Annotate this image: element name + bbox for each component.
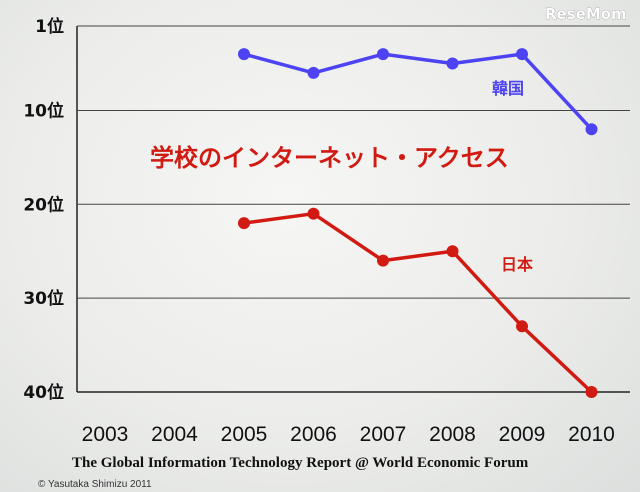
x-tick-label: 2005 — [221, 423, 268, 446]
data-point — [585, 386, 598, 398]
series-line — [243, 52, 593, 131]
data-point — [238, 217, 250, 230]
x-tick-label: 2009 — [499, 423, 546, 446]
series-label: 韓国 — [492, 79, 524, 98]
data-point — [516, 320, 528, 333]
x-tick-label: 2010 — [568, 423, 615, 446]
data-point — [377, 48, 389, 61]
data-point — [307, 66, 320, 79]
x-tick-label: 2003 — [82, 423, 129, 446]
watermark-logo: ReseMom — [545, 5, 627, 23]
data-point — [516, 48, 528, 61]
y-tick-label: 10位 — [23, 100, 64, 121]
series-line — [243, 211, 593, 394]
y-tick-label: 20位 — [23, 194, 64, 215]
x-tick-label: 2006 — [290, 423, 337, 446]
y-tick-label: 40位 — [23, 382, 64, 403]
data-point — [585, 123, 598, 136]
x-tick-label: 2008 — [429, 423, 476, 446]
source-caption: The Global Information Technology Report… — [72, 455, 529, 471]
grid-lines — [76, 25, 630, 393]
data-point — [238, 48, 250, 61]
data-point — [446, 245, 459, 258]
x-tick-label: 2007 — [360, 423, 407, 446]
x-axis-ticks: 2003 2004 2005 2006 2007 2008 2009 2010 — [82, 423, 615, 446]
data-point — [377, 254, 389, 267]
x-tick-label: 2004 — [151, 423, 198, 446]
data-point — [307, 207, 320, 220]
data-point — [446, 57, 459, 70]
series-label: 日本 — [501, 255, 533, 274]
y-axis-ticks: 1位 10位 20位 30位 40位 — [23, 16, 64, 403]
y-tick-label: 1位 — [35, 16, 64, 37]
chart-title: 学校のインターネット・アクセス — [150, 144, 509, 172]
y-tick-label: 30位 — [23, 288, 64, 309]
copyright-credit: © Yasutaka Shimizu 2011 — [38, 479, 152, 490]
